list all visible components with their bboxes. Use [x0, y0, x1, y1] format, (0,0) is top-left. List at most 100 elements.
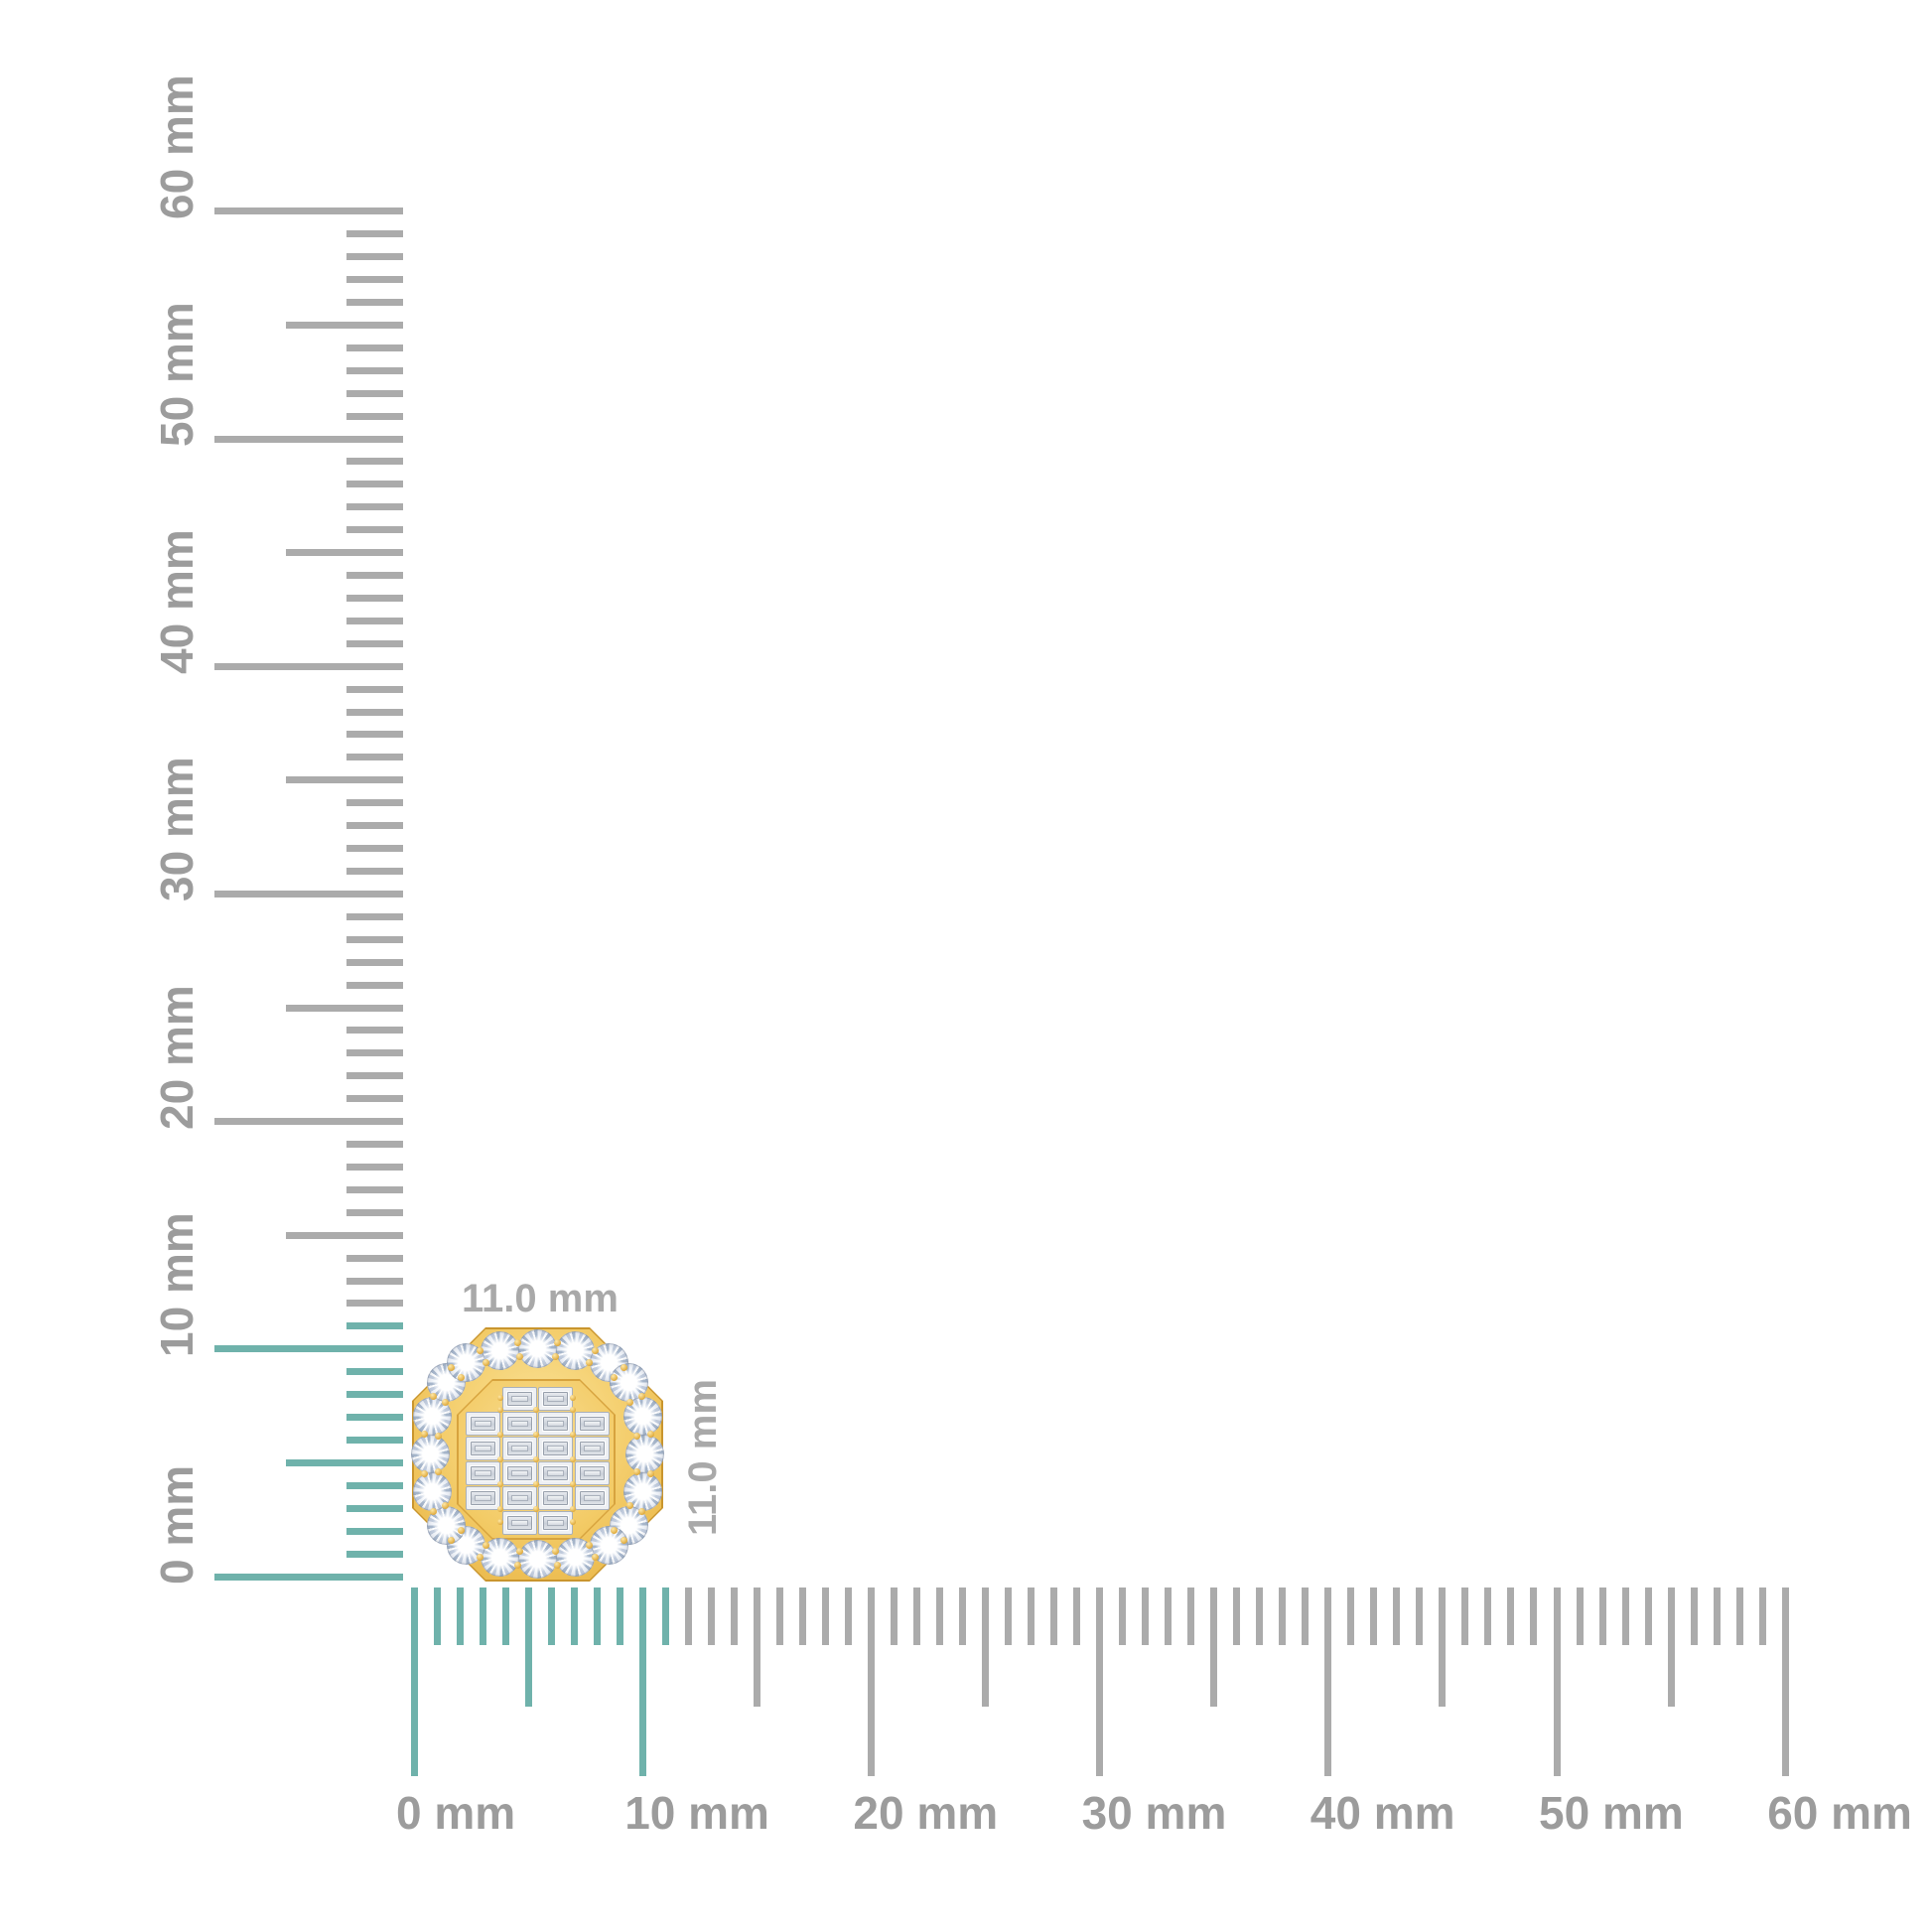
h-tick-9mm — [616, 1587, 623, 1645]
h-tick-38mm — [1279, 1587, 1287, 1645]
v-tick-8mm — [346, 1391, 403, 1399]
baguette-stone — [501, 1510, 537, 1535]
baguette-stone — [574, 1411, 610, 1436]
v-tick-24mm — [346, 1027, 403, 1035]
baguette-stone — [501, 1436, 537, 1460]
prong-bead — [483, 1359, 490, 1367]
halo-stone — [518, 1540, 557, 1579]
h-tick-45mm — [1439, 1587, 1447, 1707]
v-tick-6mm — [346, 1436, 403, 1444]
v-ruler-label-10mm: 10 mm — [151, 1212, 203, 1357]
v-tick-9mm — [346, 1368, 403, 1376]
v-tick-20mm — [214, 1118, 403, 1126]
v-tick-4mm — [346, 1481, 403, 1489]
h-tick-7mm — [570, 1587, 578, 1645]
v-tick-41mm — [346, 639, 403, 647]
baguette-stone — [538, 1460, 573, 1485]
baguette-table-facet — [475, 1494, 491, 1501]
baguette-stone — [574, 1485, 610, 1510]
h-tick-60mm — [1781, 1587, 1789, 1776]
h-ruler-label-50mm: 50 mm — [1539, 1787, 1684, 1839]
baguette-table-facet — [510, 1494, 528, 1501]
pave-bead — [496, 1481, 503, 1487]
baguette-stone — [501, 1386, 537, 1411]
pave-bead — [533, 1456, 539, 1462]
v-tick-21mm — [346, 1095, 403, 1103]
pave-bead — [533, 1407, 539, 1413]
h-tick-12mm — [684, 1587, 692, 1645]
pave-bead — [569, 1407, 576, 1413]
h-tick-29mm — [1073, 1587, 1081, 1645]
v-tick-10mm — [214, 1345, 403, 1353]
v-tick-47mm — [346, 503, 403, 511]
v-tick-49mm — [346, 458, 403, 466]
h-tick-54mm — [1644, 1587, 1652, 1645]
v-tick-30mm — [214, 890, 403, 897]
prong-bead — [476, 1554, 483, 1562]
prong-bead — [457, 1527, 465, 1535]
v-tick-58mm — [346, 253, 403, 261]
prong-bead — [483, 1541, 490, 1549]
prong-bead — [434, 1467, 442, 1475]
h-tick-32mm — [1142, 1587, 1150, 1645]
pave-bead — [533, 1432, 539, 1438]
baguette-stone — [466, 1460, 500, 1485]
h-tick-24mm — [958, 1587, 966, 1645]
v-tick-55mm — [286, 321, 403, 329]
h-tick-27mm — [1028, 1587, 1035, 1645]
h-tick-11mm — [661, 1587, 669, 1645]
h-ruler-label-60mm: 60 mm — [1767, 1787, 1912, 1839]
v-tick-0mm — [214, 1573, 403, 1581]
prong-bead — [551, 1352, 559, 1360]
prong-bead — [611, 1527, 619, 1535]
v-tick-18mm — [346, 1163, 403, 1171]
pave-bead — [496, 1456, 503, 1462]
pave-bead — [569, 1394, 576, 1401]
baguette-stone — [538, 1436, 573, 1460]
baguette-stone — [538, 1485, 573, 1510]
prong-bead — [516, 1548, 524, 1556]
v-ruler-label-40mm: 40 mm — [151, 529, 203, 675]
h-tick-41mm — [1347, 1587, 1355, 1645]
h-tick-14mm — [730, 1587, 738, 1645]
v-tick-60mm — [214, 207, 403, 215]
v-tick-57mm — [346, 276, 403, 284]
v-ruler-label-0mm: 0 mm — [151, 1464, 203, 1585]
baguette-table-facet — [547, 1420, 564, 1427]
prong-bead — [516, 1352, 524, 1360]
v-tick-31mm — [346, 867, 403, 875]
prong-bead — [551, 1548, 559, 1556]
v-tick-14mm — [346, 1254, 403, 1262]
h-tick-22mm — [912, 1587, 920, 1645]
baguette-stone — [501, 1485, 537, 1510]
v-tick-33mm — [346, 822, 403, 830]
h-tick-34mm — [1187, 1587, 1195, 1645]
prong-bead — [633, 1433, 641, 1441]
h-tick-19mm — [844, 1587, 852, 1645]
h-tick-59mm — [1758, 1587, 1766, 1645]
h-tick-5mm — [524, 1587, 532, 1707]
h-tick-47mm — [1484, 1587, 1492, 1645]
h-tick-15mm — [753, 1587, 760, 1707]
prong-bead — [620, 1536, 627, 1544]
height-dimension-label: 11.0 mm — [681, 1379, 725, 1536]
v-tick-17mm — [346, 1185, 403, 1193]
prong-bead — [513, 1561, 521, 1569]
prong-bead — [442, 1501, 450, 1509]
baguette-table-facet — [510, 1469, 528, 1476]
h-ruler-label-10mm: 10 mm — [624, 1787, 769, 1839]
baguette-table-facet — [475, 1420, 491, 1427]
h-ruler-label-20mm: 20 mm — [853, 1787, 999, 1839]
v-tick-28mm — [346, 935, 403, 943]
v-tick-16mm — [346, 1208, 403, 1216]
v-ruler-label-60mm: 60 mm — [151, 74, 203, 219]
v-tick-54mm — [346, 344, 403, 351]
h-tick-55mm — [1667, 1587, 1675, 1707]
baguette-table-facet — [547, 1469, 564, 1476]
baguette-table-facet — [583, 1445, 601, 1451]
prong-bead — [476, 1346, 483, 1354]
v-tick-37mm — [346, 731, 403, 739]
h-tick-2mm — [456, 1587, 464, 1645]
prong-bead — [429, 1392, 437, 1400]
